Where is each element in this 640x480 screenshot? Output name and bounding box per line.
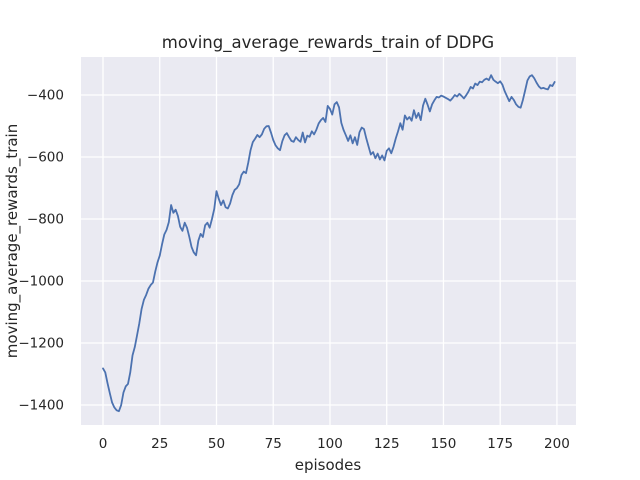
grid-lines	[81, 57, 576, 425]
x-tick-label: 175	[487, 436, 513, 452]
x-tick-label: 50	[208, 436, 225, 452]
chart-title: moving_average_rewards_train of DDPG	[162, 33, 494, 53]
y-axis-label: moving_average_rewards_train	[3, 124, 22, 358]
y-tick-label: −400	[27, 88, 64, 104]
y-tick-label: −1200	[18, 336, 64, 352]
x-tick-label: 0	[99, 436, 108, 452]
x-tick-label: 25	[151, 436, 168, 452]
y-tick-label: −800	[27, 212, 64, 228]
y-tick-label: −1400	[18, 398, 64, 414]
x-tick-labels: 0 25 50 75 100 125 150 175 200	[99, 436, 570, 452]
x-tick-label: 75	[265, 436, 282, 452]
y-tick-labels: −400 −600 −800 −1000 −1200 −1400	[18, 88, 64, 414]
plot-background	[81, 57, 576, 425]
x-axis-label: episodes	[295, 456, 362, 474]
reward-line	[102, 74, 556, 413]
x-tick-label: 150	[431, 436, 457, 452]
x-tick-label: 200	[544, 436, 570, 452]
x-tick-label: 100	[317, 436, 343, 452]
y-tick-label: −1000	[18, 274, 64, 290]
x-tick-label: 125	[374, 436, 400, 452]
y-tick-label: −600	[27, 150, 64, 166]
